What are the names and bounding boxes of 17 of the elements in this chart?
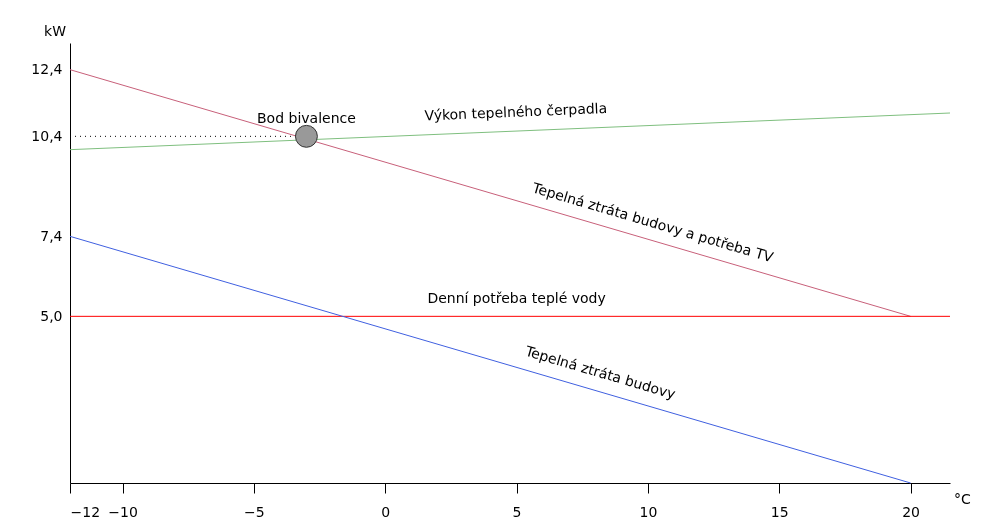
y-tick-label: 5,0	[40, 307, 63, 324]
x-tick-label: 5	[512, 503, 522, 520]
x-tick-label: 20	[902, 503, 921, 520]
y-tick-label: 12,4	[31, 61, 63, 78]
x-tick-label: −10	[108, 503, 138, 520]
x-tick-label: 10	[639, 503, 658, 520]
x-tick-label: −5	[244, 503, 265, 520]
x-axis-title: °C	[954, 491, 971, 507]
y-tick-label: 7,4	[40, 227, 63, 244]
y-tick-label: 10,4	[31, 127, 63, 144]
x-tick-label: 15	[770, 503, 789, 520]
annotation: Denní potřeba teplé vody	[427, 290, 606, 307]
x-tick-label: 0	[381, 503, 391, 520]
annotation: Výkon tepelného čerpadla	[424, 99, 608, 124]
x-tick-label: −12	[70, 503, 101, 520]
y-axis-title: kW	[44, 23, 67, 39]
annotation: Bod bivalence	[257, 110, 356, 127]
